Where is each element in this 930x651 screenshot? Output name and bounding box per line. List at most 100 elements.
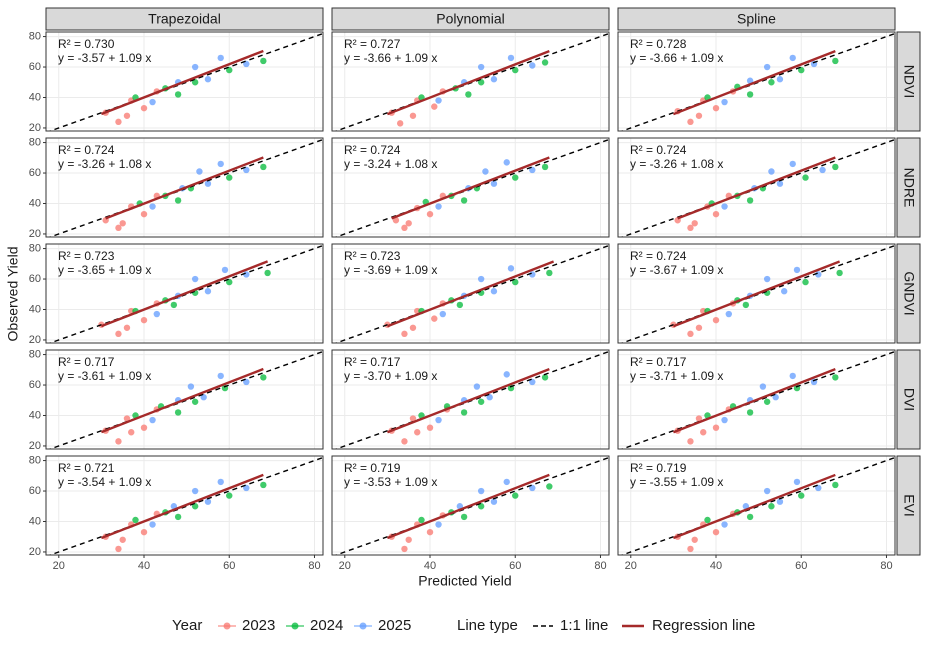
panel-border <box>45 137 324 238</box>
point <box>772 394 779 401</box>
point <box>426 528 434 536</box>
facet-strip <box>617 7 896 31</box>
panel-plot <box>334 138 609 237</box>
facet-strip <box>896 455 921 556</box>
r2-label: R² = 0.727 <box>344 37 401 51</box>
point <box>149 98 156 106</box>
y-tick-label: 40 <box>29 515 41 527</box>
point <box>414 429 421 436</box>
r2-label: R² = 0.721 <box>58 461 115 475</box>
point <box>115 224 122 232</box>
point <box>217 372 224 380</box>
point <box>746 513 754 521</box>
panel-border <box>331 455 610 556</box>
point <box>226 492 233 499</box>
point <box>721 416 728 424</box>
panel-plot <box>48 456 323 555</box>
point <box>768 79 775 86</box>
y-tick-label: 80 <box>29 454 41 466</box>
point <box>704 516 711 524</box>
point <box>174 409 182 416</box>
point <box>465 91 472 98</box>
legend-label: 2024 <box>310 617 343 634</box>
point <box>507 54 515 62</box>
panel-border <box>45 349 324 450</box>
point <box>763 275 771 283</box>
point <box>721 98 728 106</box>
legend-label: 2025 <box>378 617 411 634</box>
panel-plot <box>620 244 895 343</box>
point <box>170 503 178 510</box>
panel-border <box>617 349 896 450</box>
point <box>196 168 203 175</box>
regression-line <box>100 49 264 116</box>
y-tick-label: 80 <box>29 242 41 254</box>
point <box>174 197 182 204</box>
identity-line <box>334 456 609 555</box>
point <box>503 371 510 378</box>
point <box>260 163 267 171</box>
point <box>149 203 156 210</box>
point <box>721 521 728 528</box>
point <box>217 478 224 486</box>
facet-strip <box>331 7 610 31</box>
panel-border <box>617 31 896 132</box>
x-tick-label: 60 <box>509 560 521 572</box>
x-tick-label: 80 <box>308 560 320 572</box>
point <box>691 536 698 543</box>
x-tick-label: 40 <box>424 560 436 572</box>
point <box>401 224 408 232</box>
y-tick-label: 40 <box>29 91 41 103</box>
point <box>746 409 754 416</box>
r2-label: R² = 0.717 <box>630 355 687 369</box>
equation-label: y = -3.61 + 1.09 x <box>58 369 151 383</box>
facet-label: EVI <box>901 494 917 517</box>
point <box>781 288 788 295</box>
equation-label: y = -3.53 + 1.09 x <box>344 475 437 489</box>
point <box>128 429 135 436</box>
y-tick-label: 60 <box>29 379 41 391</box>
point <box>191 79 199 86</box>
point <box>768 168 775 175</box>
point <box>439 310 446 318</box>
point <box>477 487 485 495</box>
panel-plot <box>334 456 609 555</box>
point <box>477 275 485 283</box>
identity-line <box>48 32 323 131</box>
facet-label: Spline <box>737 11 776 27</box>
point <box>435 97 442 104</box>
point <box>512 174 519 181</box>
panel-plot <box>334 32 609 131</box>
equation-label: y = -3.66 + 1.09 x <box>630 51 723 65</box>
point <box>174 513 182 521</box>
r2-label: R² = 0.723 <box>344 249 401 263</box>
point <box>490 76 498 83</box>
point <box>191 63 199 71</box>
facet-strip <box>45 7 324 31</box>
point <box>405 536 412 543</box>
point <box>712 104 720 112</box>
point <box>763 487 771 495</box>
point <box>695 112 703 119</box>
y-tick-label: 80 <box>29 30 41 42</box>
point <box>746 197 754 204</box>
legend-label: Regression line <box>652 617 755 634</box>
point <box>503 159 510 166</box>
point <box>140 210 148 218</box>
point <box>243 166 250 174</box>
point <box>776 76 784 83</box>
point <box>392 217 400 224</box>
regression-line <box>105 156 264 220</box>
equation-label: y = -3.26 + 1.08 x <box>58 157 151 171</box>
legend-key <box>291 622 299 630</box>
panel-plot <box>334 350 609 449</box>
point <box>482 168 489 175</box>
facet-label: NDRE <box>901 168 917 208</box>
point <box>546 483 553 490</box>
regression-line <box>386 473 550 540</box>
facet-strip <box>896 349 921 450</box>
legend-key <box>359 622 367 630</box>
point <box>226 66 233 74</box>
point <box>768 503 775 510</box>
